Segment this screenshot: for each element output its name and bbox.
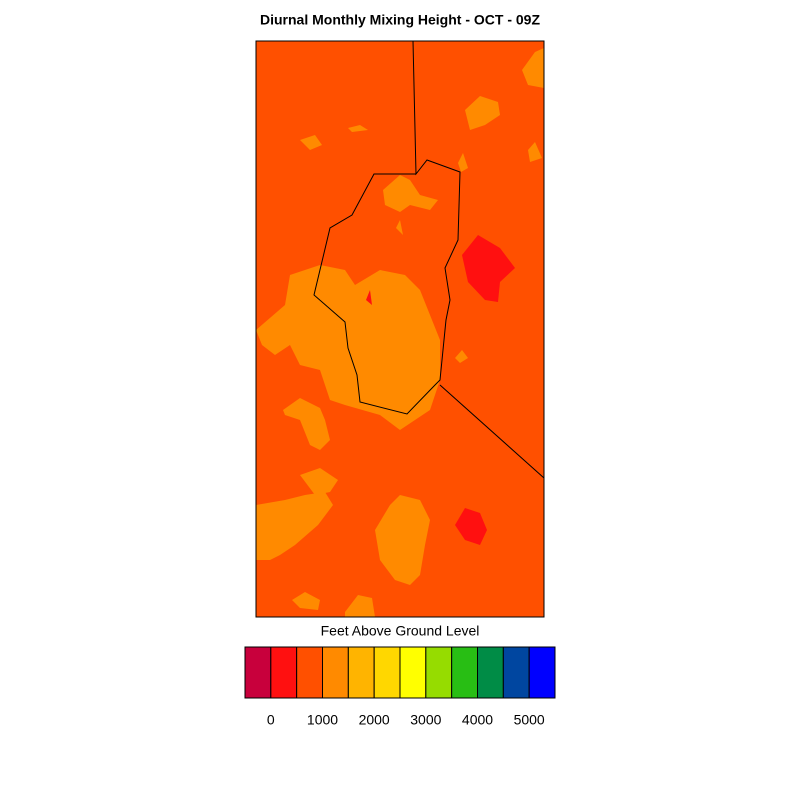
colorbar-box <box>270 646 298 699</box>
colorbar-box <box>322 646 349 699</box>
colorbar-box <box>399 646 427 699</box>
colorbar-tick-label: 4000 <box>462 712 493 728</box>
colorbar-box <box>528 646 556 699</box>
title: Diurnal Monthly Mixing Height - OCT - 09… <box>260 12 540 28</box>
colorbar-box <box>244 646 272 699</box>
colorbar: 0 1000 2000 3000 4000 5000 <box>244 646 556 728</box>
colorbar-tick-label: 1000 <box>307 712 338 728</box>
colorbar-box <box>451 646 478 699</box>
map-frame <box>255 40 545 618</box>
colorbar-box <box>373 646 401 699</box>
colorbar-tick-label: 5000 <box>514 712 545 728</box>
colorbar-tick-label: 2000 <box>359 712 390 728</box>
colorbar-box <box>425 646 453 699</box>
red-zones <box>366 235 515 545</box>
colorbar-box <box>502 646 530 699</box>
colorbar-box <box>347 646 375 699</box>
colorbar-tick-label: 3000 <box>410 712 441 728</box>
colorbar-box <box>296 646 323 699</box>
colorbar-label: Feet Above Ground Level <box>321 623 480 639</box>
colorbar-box <box>477 646 504 699</box>
colorbar-tick-label: 0 <box>267 712 275 728</box>
map <box>255 40 545 618</box>
boundaries <box>313 40 545 479</box>
